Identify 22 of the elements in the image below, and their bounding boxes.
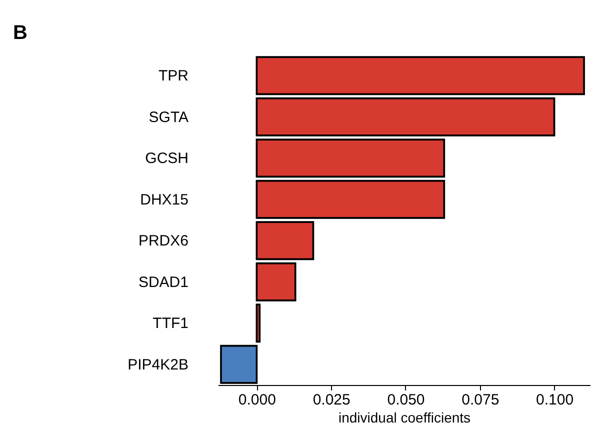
x-tick-label: 0.000 <box>238 392 276 408</box>
y-tick-label: SGTA <box>148 108 188 126</box>
x-tick-label: 0.025 <box>312 392 350 408</box>
y-tick-label: TPR <box>158 68 189 85</box>
y-tick-label: TTF1 <box>152 315 188 332</box>
text: B <box>13 22 28 44</box>
y-tick-label: GCSH <box>145 150 188 168</box>
x-tick-label: 0.100 <box>536 392 574 408</box>
x-tick-label: 0.075 <box>462 392 500 408</box>
bar <box>256 180 446 219</box>
bar <box>256 304 261 343</box>
y-tick-label: SDAD1 <box>138 274 188 291</box>
x-axis-title: individual coefficients <box>338 410 471 426</box>
x-tick-label: 0.050 <box>387 392 425 408</box>
bar <box>256 221 314 260</box>
y-tick-label: PRDX6 <box>138 232 188 250</box>
bar <box>256 97 556 136</box>
bar <box>256 56 585 96</box>
y-tick-label: DHX15 <box>140 191 188 208</box>
bar <box>256 262 296 302</box>
bar <box>256 138 446 178</box>
y-tick-label: PIP4K2B <box>128 356 188 374</box>
